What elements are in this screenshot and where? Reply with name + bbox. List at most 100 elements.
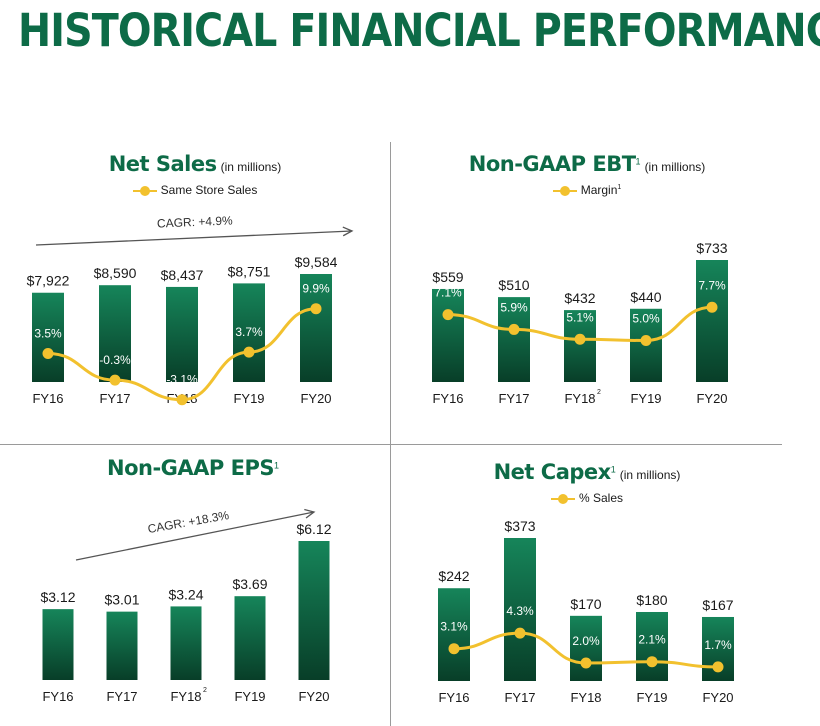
non-gaap-ebt-category-footnote-2: 2: [597, 389, 601, 396]
net-capex-percent-label-2: 2.0%: [572, 634, 600, 648]
net-sales-percent-label-1: -0.3%: [99, 353, 131, 367]
net-sales-category-label-4: FY20: [300, 391, 331, 406]
horizontal-divider: [0, 444, 782, 445]
net-sales-bar-1: [99, 285, 131, 382]
non-gaap-ebt-percent-label-1: 5.9%: [500, 300, 528, 314]
vertical-divider: [390, 142, 391, 726]
legend-line-marker-icon: [132, 185, 157, 196]
non-gaap-eps-bar-1: [106, 611, 138, 680]
non-gaap-eps-bar-2: [170, 606, 202, 680]
net-capex-value-label-2: $170: [570, 596, 601, 612]
chart-title: Net Sales: [108, 152, 217, 176]
legend-label: Same Store Sales: [160, 183, 258, 197]
net-capex-line-point-2: [580, 657, 592, 669]
net-sales-category-label-3: FY19: [233, 391, 264, 406]
legend-line-marker-icon: [550, 493, 575, 504]
net-capex-line-point-0: [448, 643, 460, 655]
non-gaap-eps-category-label-0: FY16: [42, 689, 73, 704]
non-gaap-ebt-category-label-1: FY17: [498, 391, 529, 406]
net-sales-value-label-4: $9,584: [295, 254, 338, 270]
net-sales-chart: $7,922FY16$8,590FY17$8,437FY18$8,751FY19…: [27, 213, 354, 406]
net-capex-percent-label-0: 3.1%: [440, 620, 468, 634]
chart-title: Non-GAAP EPS: [107, 456, 274, 480]
net-capex-bar-0: [438, 588, 470, 681]
page-title: HISTORICAL FINANCIAL PERFORMANCE: [18, 4, 820, 57]
net-sales-cagr-arrowhead-icon: [342, 226, 354, 237]
non-gaap-ebt-bar-1: [498, 297, 530, 382]
net-capex-bar-1: [504, 538, 536, 681]
net-sales-line-point-4: [310, 303, 322, 315]
non-gaap-eps-panel: Non-GAAP EPS1 $3.12 FY16 $3.01 FY17 $3.24 FY1…: [0, 448, 390, 726]
net-capex-value-label-4: $167: [702, 597, 733, 613]
net-capex-value-label-1: $373: [504, 518, 535, 534]
net-sales-cagr-label: CAGR: +4.9%: [157, 213, 234, 230]
net-sales-value-label-1: $8,590: [94, 265, 137, 281]
net-capex-legend: % Sales: [392, 491, 782, 505]
non-gaap-eps-category-label-2: FY18: [170, 689, 201, 704]
net-capex-percent-label-1: 4.3%: [506, 604, 534, 618]
net-capex-title: Net Capex1 (in millions): [392, 460, 782, 484]
non-gaap-ebt-bar-4: [696, 260, 728, 382]
legend-footnote: 1: [617, 184, 622, 191]
non-gaap-ebt-category-label-0: FY16: [432, 391, 463, 406]
net-capex-category-label-0: FY16: [438, 690, 469, 705]
net-sales-line-point-3: [243, 346, 255, 358]
net-capex-chart: $242 FY16 $373 FY17 $170 FY18 $180 FY19 $167 FY20…: [438, 518, 734, 705]
non-gaap-ebt-line-point-0: [442, 309, 454, 321]
non-gaap-eps-value-label-3: $3.69: [232, 576, 267, 592]
non-gaap-eps-category-label-3: FY19: [234, 689, 265, 704]
non-gaap-eps-bar-4: [298, 541, 330, 680]
non-gaap-eps-category-footnote-2: 2: [203, 687, 207, 694]
non-gaap-eps-bar-0: [42, 609, 74, 680]
net-capex-line-point-1: [514, 627, 526, 639]
net-sales-bar-4: [300, 274, 332, 382]
net-sales-cagr-arrow: [35, 230, 353, 246]
non-gaap-ebt-value-label-2: $432: [564, 290, 595, 306]
net-sales-bar-3: [233, 283, 265, 382]
non-gaap-eps-value-label-2: $3.24: [168, 586, 203, 602]
net-sales-category-label-0: FY16: [32, 391, 63, 406]
net-capex-line-point-3: [646, 656, 658, 668]
net-sales-percent-label-2: -3.1%: [166, 373, 198, 387]
net-sales-percent-label-0: 3.5%: [34, 327, 62, 341]
non-gaap-ebt-percent-label-2: 5.1%: [566, 310, 594, 324]
non-gaap-eps-cagr-arrowhead-icon: [304, 508, 316, 519]
non-gaap-eps-value-label-4: $6.12: [296, 521, 331, 537]
non-gaap-ebt-value-label-4: $733: [696, 240, 727, 256]
net-capex-value-label-0: $242: [438, 568, 469, 584]
non-gaap-ebt-percent-label-0: 7.1%: [434, 286, 462, 300]
net-capex-bar-2: [570, 615, 602, 681]
legend-label: % Sales: [578, 491, 624, 505]
net-sales-value-label-0: $7,922: [27, 273, 70, 289]
non-gaap-ebt-value-label-3: $440: [630, 289, 661, 305]
non-gaap-ebt-line-point-1: [508, 323, 520, 335]
non-gaap-ebt-category-label-3: FY19: [630, 391, 661, 406]
non-gaap-ebt-value-label-0: $559: [432, 269, 463, 285]
non-gaap-ebt-chart: $559 FY16 $510 FY17 $432 FY18 2 $440 FY19 $733 FY2…: [432, 240, 728, 406]
net-sales-value-label-3: $8,751: [228, 263, 271, 279]
net-capex-category-label-1: FY17: [504, 690, 535, 705]
net-sales-bar-0: [32, 292, 64, 382]
net-sales-line-point-2: [176, 394, 188, 406]
non-gaap-eps-value-label-1: $3.01: [104, 592, 139, 608]
net-capex-category-label-2: FY18: [570, 690, 601, 705]
non-gaap-ebt-percent-label-4: 7.7%: [698, 278, 726, 292]
non-gaap-ebt-legend: Margin1: [392, 183, 782, 197]
legend-line-marker-icon: [552, 185, 577, 196]
non-gaap-ebt-title: Non-GAAP EBT1 (in millions): [392, 152, 782, 176]
chart-title: Non-GAAP EBT: [468, 152, 636, 176]
net-sales-title: Net Sales (in millions): [0, 152, 390, 176]
non-gaap-ebt-value-label-1: $510: [498, 277, 529, 293]
title-footnote: 1: [273, 460, 279, 471]
net-sales-category-label-1: FY17: [99, 391, 130, 406]
non-gaap-ebt-panel: Non-GAAP EBT1 (in millions) Margin1 $559 F…: [392, 140, 782, 430]
non-gaap-eps-category-label-4: FY20: [298, 689, 329, 704]
net-capex-category-label-3: FY19: [636, 690, 667, 705]
net-capex-value-label-3: $180: [636, 592, 667, 608]
net-sales-percent-label-4: 9.9%: [302, 282, 330, 296]
net-capex-bar-3: [636, 611, 668, 681]
chart-title: Net Capex: [493, 460, 612, 484]
net-capex-percent-label-3: 2.1%: [638, 633, 666, 647]
non-gaap-eps-chart: $3.12 FY16 $3.01 FY17 $3.24 FY18 2 $3.69 FY19 $6.…: [40, 508, 331, 704]
legend-label: Margin: [580, 183, 618, 197]
